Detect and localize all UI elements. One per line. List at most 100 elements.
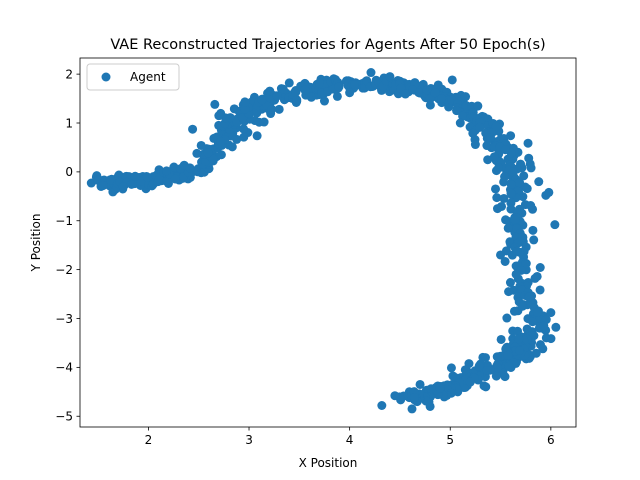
agent-point-367 [366,68,376,78]
agent-point-886 [546,308,556,318]
agent-point-314 [332,91,342,101]
agent-point-862 [214,111,224,121]
agent-point-584 [522,184,532,194]
agent-point-618 [503,223,513,233]
agent-point-189 [216,137,226,147]
agent-point-889 [538,344,548,354]
agent-point-186 [239,132,249,142]
agent-point-664 [535,285,545,295]
plot-frame [79,57,577,428]
agent-point-767 [504,361,514,371]
x-axis-title: X Position [299,456,358,470]
agent-point-676 [518,301,528,311]
agent-point-786 [482,365,492,375]
agent-point-791 [446,363,456,373]
agent-point-894 [415,379,425,389]
agent-point-861 [210,99,220,109]
agent-point-897 [377,401,387,410]
agent-point-784 [481,382,491,392]
agent-point-359 [349,80,359,90]
x-axis: 2 3 4 5 6 [145,427,555,447]
agent-point-587 [506,179,516,189]
agent-point-890 [514,334,524,344]
y-tick-label-6: 1 [65,116,73,130]
agent-point-159 [192,148,202,158]
agent-point-98 [169,162,179,172]
agent-point-683 [502,313,512,323]
agent-point-707 [513,326,523,336]
agent-point-586 [514,178,524,188]
agent-point-83 [163,177,173,187]
agent-point-885 [504,287,514,297]
agent-point-864 [274,104,284,114]
agent-point-257 [257,95,267,105]
agent-point-891 [480,353,490,363]
agent-point-761 [503,350,513,360]
agent-point-418 [400,89,410,99]
agent-point-627 [518,232,528,242]
agent-point-687 [532,307,542,317]
agent-point-53 [130,171,140,181]
agent-point-601 [526,201,536,211]
agent-point-878 [524,153,534,163]
agent-point-205 [238,124,248,134]
agent-point-637 [512,246,522,256]
legend-marker [101,72,111,82]
agent-point-524 [482,141,492,151]
y-axis: −5 −4 −3 −2 −1 0 1 2 [55,67,80,424]
legend-label-agent: Agent [130,70,166,84]
agent-point-488 [458,111,468,121]
agent-point-597 [499,193,509,203]
agent-point-870 [430,88,440,98]
y-tick-label-1: −4 [55,361,73,375]
agent-point-677 [509,306,519,316]
agent-point-872 [455,118,465,128]
agent-point-866 [314,78,324,88]
agent-point-76 [154,174,164,184]
agent-point-775 [491,371,501,381]
agent-point-895 [425,401,435,411]
y-tick-label-3: −2 [55,263,73,277]
agent-point-893 [435,383,445,393]
agent-point-577 [500,172,510,182]
agent-point-882 [550,220,560,230]
agent-point-591 [492,193,502,203]
agent-point-259 [265,93,275,103]
x-tick-label-4: 6 [547,433,555,447]
agent-point-461 [444,102,454,112]
agent-point-865 [284,78,294,88]
agent-point-741 [514,346,524,355]
agent-point-712 [541,333,551,343]
agent-point-688 [528,317,538,327]
agent-point-899 [465,377,475,387]
agent-point-884 [496,250,506,260]
agent-point-196 [252,131,262,141]
agent-point-123 [185,163,195,173]
agent-point-758 [492,352,502,362]
agent-point-566 [519,171,529,181]
x-tick-label-2: 4 [346,433,354,447]
agent-point-339 [334,82,344,92]
agent-point-262 [267,104,277,114]
agent-point-177 [227,142,237,152]
agent-point-161 [216,150,226,160]
agent-point-653 [511,269,521,279]
agent-point-856 [409,393,419,403]
agent-point-302 [300,85,310,95]
agent-point-875 [491,184,501,194]
agent-point-674 [524,292,534,302]
agent-point-699 [522,324,532,334]
agent-point-575 [508,167,518,177]
legend: Agent [86,63,180,91]
agent-point-519 [475,122,485,132]
agent-point-869 [385,72,395,82]
agent-point-522 [483,155,493,165]
agent-point-279 [278,84,288,94]
agent-point-594 [506,188,516,198]
agent-point-898 [390,391,400,401]
legend-box [86,63,180,91]
agent-point-240 [240,104,250,114]
agent-point-874 [485,133,495,143]
x-tick-label-1: 3 [245,433,253,447]
